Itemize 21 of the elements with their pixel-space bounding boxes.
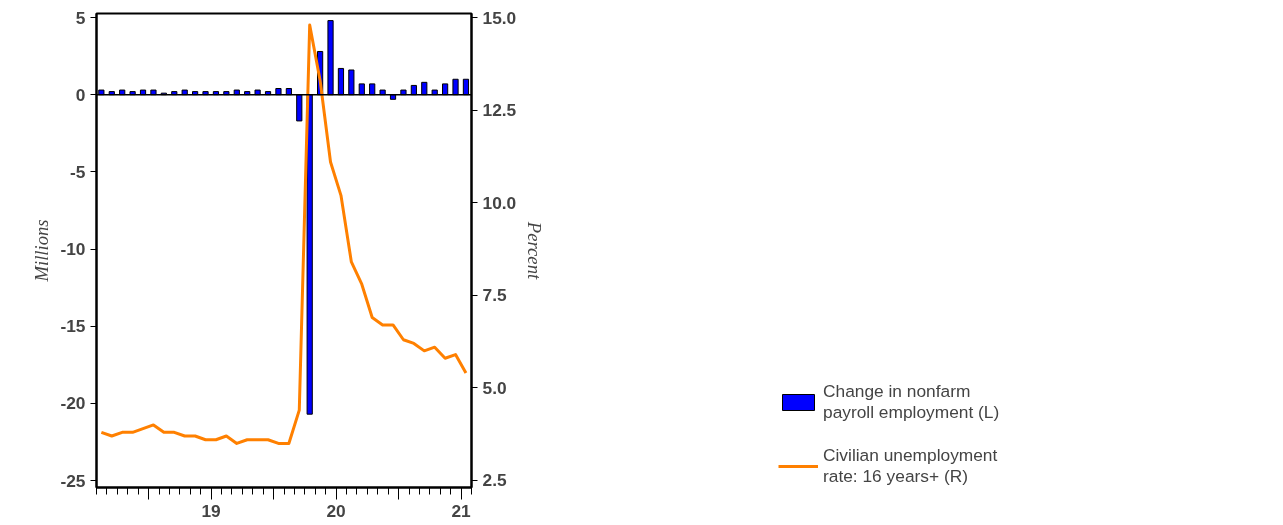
y2-tick-label: 5.0	[482, 377, 507, 398]
y-tick-label: -5	[70, 161, 86, 182]
y-tick-label: -10	[60, 239, 86, 260]
y2-tick-label: 15.0	[482, 7, 517, 28]
x-tick-label: 21	[451, 500, 472, 521]
y2-tick-label: 7.5	[482, 285, 507, 306]
y2-tick-label: 10.0	[482, 192, 517, 213]
y-tick-label: 0	[75, 84, 86, 105]
y-tick-label: -20	[60, 393, 86, 414]
y-tick-label: -25	[60, 470, 86, 491]
y2-tick-label: 2.5	[482, 470, 507, 491]
y2-axis-title: Percent	[524, 220, 546, 280]
y-tick-label: 5	[75, 7, 86, 28]
y-axis-title: Millions	[31, 219, 53, 283]
y2-tick-label: 12.5	[482, 100, 517, 121]
line-series	[99, 23, 468, 445]
x-tick-label: 19	[201, 500, 221, 521]
legend-label: Civilian unemployment rate: 16 years+ (R)	[823, 445, 999, 487]
legend-label: Change in nonfarm payroll employment (L)	[823, 381, 1001, 423]
y-tick-label: -15	[60, 316, 86, 337]
x-tick-label: 20	[326, 500, 346, 521]
